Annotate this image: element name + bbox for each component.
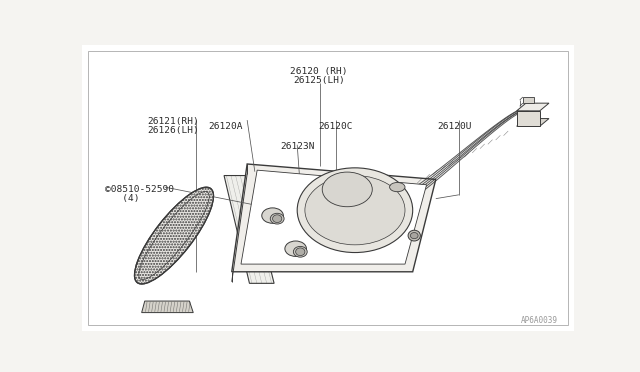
Polygon shape bbox=[141, 301, 193, 312]
Ellipse shape bbox=[262, 208, 284, 223]
Ellipse shape bbox=[296, 248, 305, 256]
Polygon shape bbox=[516, 103, 549, 111]
Polygon shape bbox=[232, 164, 436, 272]
Text: 26121(RH): 26121(RH) bbox=[147, 117, 199, 126]
Text: 26125(LH): 26125(LH) bbox=[293, 76, 344, 85]
Polygon shape bbox=[224, 176, 274, 283]
Ellipse shape bbox=[322, 172, 372, 207]
Text: ©08510-52590: ©08510-52590 bbox=[105, 185, 173, 194]
Ellipse shape bbox=[297, 168, 413, 253]
Ellipse shape bbox=[293, 246, 307, 257]
Text: 26120 (RH): 26120 (RH) bbox=[290, 67, 348, 76]
Ellipse shape bbox=[410, 232, 418, 239]
Text: 26126(LH): 26126(LH) bbox=[147, 126, 199, 135]
Text: 26120C: 26120C bbox=[319, 122, 353, 131]
Ellipse shape bbox=[270, 213, 284, 224]
Text: (4): (4) bbox=[105, 194, 140, 203]
Text: 26120U: 26120U bbox=[437, 122, 472, 131]
Ellipse shape bbox=[305, 176, 405, 245]
Ellipse shape bbox=[408, 230, 420, 241]
Polygon shape bbox=[82, 45, 575, 331]
Text: AP6A0039: AP6A0039 bbox=[520, 316, 557, 325]
Polygon shape bbox=[516, 111, 540, 126]
Polygon shape bbox=[516, 119, 549, 126]
Text: 26120A: 26120A bbox=[209, 122, 243, 131]
Ellipse shape bbox=[134, 187, 214, 284]
Ellipse shape bbox=[390, 183, 405, 192]
Text: 26123N: 26123N bbox=[280, 142, 315, 151]
Polygon shape bbox=[241, 170, 427, 264]
Polygon shape bbox=[523, 97, 534, 103]
Ellipse shape bbox=[285, 241, 307, 256]
Ellipse shape bbox=[273, 215, 282, 222]
